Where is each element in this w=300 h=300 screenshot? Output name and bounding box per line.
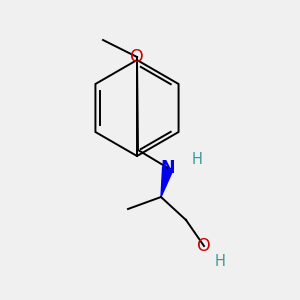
Polygon shape — [161, 167, 173, 197]
Text: O: O — [130, 48, 144, 66]
Text: H: H — [214, 254, 225, 269]
Text: H: H — [192, 152, 203, 167]
Text: O: O — [197, 237, 211, 255]
Text: N: N — [161, 159, 175, 177]
